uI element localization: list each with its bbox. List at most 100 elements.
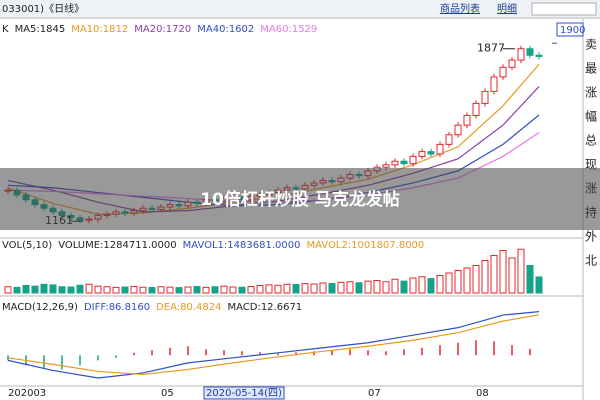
legend-entry: MA10:1812: [71, 24, 128, 35]
candle: [391, 160, 399, 166]
x-tick-label: 08: [476, 388, 489, 399]
cursor-date: [203, 386, 285, 400]
candle: [436, 143, 444, 155]
side-label: 最: [585, 62, 597, 76]
volume-bar: [319, 282, 327, 294]
volume-bar: [130, 286, 138, 294]
legend-entry: MA60:1529: [260, 24, 317, 35]
candle: [508, 59, 516, 68]
volume-bar: [382, 281, 390, 294]
side-label: 涨: [585, 85, 597, 100]
panel-title: K: [2, 24, 9, 35]
volume-bar: [481, 260, 489, 294]
side-label: 卖: [585, 38, 597, 52]
volume-bar: [193, 286, 201, 294]
panel-title: VOL(5,10): [2, 240, 52, 251]
volume-bar: [355, 282, 363, 294]
volume-bar: [427, 278, 435, 294]
volume-bar: [121, 286, 129, 294]
volume-bar: [247, 286, 255, 294]
volume-bar: [328, 283, 336, 294]
volume-bar: [463, 267, 471, 294]
x-tick-label: 2020-05-14(四): [206, 388, 282, 399]
volume-bar: [400, 280, 408, 294]
candle: [490, 76, 498, 92]
legend-entry: MA40:1602: [197, 24, 254, 35]
volume-bar: [238, 286, 246, 294]
volume-bar: [103, 286, 111, 294]
volume-bar: [175, 287, 183, 294]
legend-entry: MA5:1845: [15, 24, 66, 35]
banner-text: 10倍杠杆炒股 马克龙发帖: [200, 189, 400, 210]
volume-bar: [94, 285, 102, 294]
legend-entry: VOLUME:1284711.0000: [58, 240, 176, 251]
volume-bar: [310, 283, 318, 294]
volume-bar: [337, 281, 345, 294]
panel-title: MACD(12,26,9): [2, 302, 78, 313]
candle: [472, 102, 480, 116]
legend-entry: MACD:12.6671: [227, 302, 302, 313]
stock-code: 033001)《日线》: [2, 2, 84, 15]
volume-bar: [157, 286, 165, 294]
candle: [382, 164, 390, 168]
volume-bar: [490, 255, 498, 294]
price-annotation: 1877: [477, 42, 505, 55]
candle: [481, 90, 489, 104]
volume-bar: [4, 286, 12, 294]
volume-bar: [58, 286, 66, 294]
volume-bar: [418, 276, 426, 294]
volume-bar: [148, 287, 156, 294]
menu-item[interactable]: 明细: [497, 2, 517, 15]
volume-bar: [256, 285, 264, 294]
legend-entry: MAVOL1:1483681.0000: [183, 240, 301, 251]
volume-bar: [31, 285, 39, 294]
candle: [427, 151, 435, 155]
candle: [409, 155, 417, 165]
volume-bar: [40, 283, 48, 294]
volume-bar: [373, 280, 381, 294]
volume-bar: [112, 286, 120, 294]
volume-bar: [166, 286, 174, 294]
volume-bar: [445, 272, 453, 294]
candle: [499, 66, 507, 78]
side-label: 北: [585, 254, 597, 268]
volume-bar: [535, 276, 543, 294]
volume-bar: [526, 265, 534, 294]
menu-item[interactable]: 商品列表: [440, 2, 480, 15]
volume-bar: [274, 284, 282, 294]
volume-bar: [49, 284, 57, 294]
legend-entry: DIFF:86.8160: [84, 302, 150, 313]
indicator-line: [7, 311, 540, 379]
volume-bar: [508, 257, 516, 294]
volume-bar: [346, 281, 354, 294]
volume-bar: [76, 284, 84, 294]
candle: [517, 48, 525, 61]
volume-bar: [184, 286, 192, 294]
volume-bar: [517, 248, 525, 294]
candle: [454, 124, 462, 136]
dropdown[interactable]: [531, 2, 597, 16]
volume-bar: [202, 286, 210, 294]
volume-bar: [220, 285, 228, 294]
top-bar: [0, 0, 600, 18]
candle: [418, 151, 426, 157]
indicator-line: [7, 314, 540, 376]
legend-entry: MA20:1720: [134, 24, 191, 35]
volume-bar: [139, 286, 147, 294]
volume-bar: [67, 286, 75, 294]
side-label: 幅: [585, 109, 597, 124]
volume-bar: [265, 284, 273, 294]
volume-bar: [301, 283, 309, 294]
volume-bar: [436, 275, 444, 294]
volume-bar: [229, 286, 237, 294]
volume-bar: [364, 280, 372, 294]
banner: [0, 168, 600, 230]
candle: [463, 114, 471, 126]
x-tick-label: 202003: [8, 388, 46, 399]
volume-bar: [472, 265, 480, 294]
volume-bar: [454, 270, 462, 294]
legend-entry: MAVOL2:1001807.8000: [306, 240, 424, 251]
candle: [445, 134, 453, 145]
volume-bar: [211, 286, 219, 294]
